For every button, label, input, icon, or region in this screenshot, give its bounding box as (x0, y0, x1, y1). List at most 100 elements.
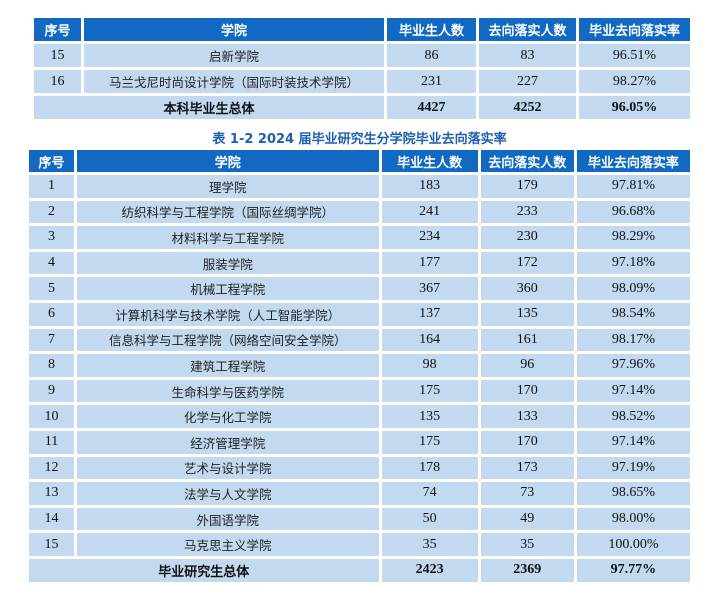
row-graduates: 50 (381, 507, 478, 531)
row-rate: 98.09% (576, 277, 690, 300)
row-graduates: 135 (381, 405, 478, 428)
row-rate: 96.51% (579, 44, 690, 67)
row-college: 马兰戈尼时尚设计学院（国际时装技术学院） (84, 70, 384, 93)
row-placed: 233 (480, 200, 574, 224)
row-college: 法学与人文学院 (77, 482, 379, 505)
table-row: 13 法学与人文学院 74 73 98.65% (29, 482, 690, 505)
table-header-row: 序号 学院 毕业生人数 去向落实人数 毕业去向落实率 (29, 150, 690, 172)
table-row: 16 马兰戈尼时尚设计学院（国际时装技术学院） 231 227 98.27% (34, 70, 690, 93)
total-row: 毕业研究生总体 2423 2369 97.77% (29, 558, 690, 582)
row-rate: 97.14% (576, 430, 690, 454)
row-rate: 98.52% (576, 405, 690, 428)
table-row: 9 生命科学与医药学院 175 170 97.14% (29, 379, 690, 403)
row-placed: 135 (480, 302, 574, 326)
row-placed: 83 (479, 44, 576, 67)
row-no: 15 (29, 533, 75, 556)
col-header-placed: 去向落实人数 (480, 150, 574, 172)
row-rate: 98.17% (576, 328, 690, 352)
row-graduates: 74 (381, 482, 478, 505)
row-college: 艺术与设计学院 (77, 456, 379, 480)
row-graduates: 175 (381, 379, 478, 403)
row-placed: 73 (480, 482, 574, 505)
row-rate: 100.00% (576, 533, 690, 556)
table-row: 15 启新学院 86 83 96.51% (34, 44, 690, 67)
row-rate: 96.68% (576, 200, 690, 224)
row-placed: 133 (480, 405, 574, 428)
row-graduates: 175 (381, 430, 478, 454)
total-placed: 4252 (479, 96, 576, 119)
row-graduates: 234 (381, 226, 478, 249)
col-header-no: 序号 (29, 150, 75, 172)
total-rate: 97.77% (576, 558, 690, 582)
row-graduates: 183 (381, 175, 478, 198)
row-college: 计算机科学与技术学院（人工智能学院） (77, 302, 379, 326)
table-row: 11 经济管理学院 175 170 97.14% (29, 430, 690, 454)
row-rate: 98.00% (576, 507, 690, 531)
row-no: 13 (29, 482, 75, 505)
col-header-no: 序号 (34, 18, 81, 41)
row-graduates: 241 (381, 200, 478, 224)
row-graduates: 137 (381, 302, 478, 326)
row-no: 3 (29, 226, 75, 249)
undergraduate-placement-table: 序号 学院 毕业生人数 去向落实人数 毕业去向落实率 15 启新学院 86 83… (31, 15, 693, 122)
row-college: 马克思主义学院 (77, 533, 379, 556)
row-college: 经济管理学院 (77, 430, 379, 454)
row-rate: 98.54% (576, 302, 690, 326)
row-college: 服装学院 (77, 251, 379, 275)
row-no: 9 (29, 379, 75, 403)
total-graduates: 4427 (387, 96, 476, 119)
row-rate: 97.96% (576, 354, 690, 377)
row-college: 理学院 (77, 175, 379, 198)
table-row: 14 外国语学院 50 49 98.00% (29, 507, 690, 531)
col-header-rate: 毕业去向落实率 (576, 150, 690, 172)
table-row: 15 马克思主义学院 35 35 100.00% (29, 533, 690, 556)
row-no: 11 (29, 430, 75, 454)
row-college: 材料科学与工程学院 (77, 226, 379, 249)
row-rate: 97.14% (576, 379, 690, 403)
row-no: 5 (29, 277, 75, 300)
row-placed: 170 (480, 430, 574, 454)
row-no: 10 (29, 405, 75, 428)
row-placed: 173 (480, 456, 574, 480)
col-header-placed: 去向落实人数 (479, 18, 576, 41)
total-rate: 96.05% (579, 96, 690, 119)
col-header-rate: 毕业去向落实率 (579, 18, 690, 41)
table-row: 7 信息科学与工程学院（网络空间安全学院） 164 161 98.17% (29, 328, 690, 352)
row-college: 建筑工程学院 (77, 354, 379, 377)
row-college: 启新学院 (84, 44, 384, 67)
row-no: 8 (29, 354, 75, 377)
row-placed: 170 (480, 379, 574, 403)
table-row: 6 计算机科学与技术学院（人工智能学院） 137 135 98.54% (29, 302, 690, 326)
table-row: 10 化学与化工学院 135 133 98.52% (29, 405, 690, 428)
table-row: 2 纺织科学与工程学院（国际丝绸学院） 241 233 96.68% (29, 200, 690, 224)
row-graduates: 178 (381, 456, 478, 480)
row-college: 化学与化工学院 (77, 405, 379, 428)
row-rate: 98.29% (576, 226, 690, 249)
table-header-row: 序号 学院 毕业生人数 去向落实人数 毕业去向落实率 (34, 18, 690, 41)
row-graduates: 98 (381, 354, 478, 377)
row-placed: 360 (480, 277, 574, 300)
table-row: 8 建筑工程学院 98 96 97.96% (29, 354, 690, 377)
row-no: 12 (29, 456, 75, 480)
table-caption: 表 1-2 2024 届毕业研究生分学院毕业去向落实率 (212, 132, 507, 147)
total-row: 本科毕业生总体 4427 4252 96.05% (34, 96, 690, 119)
col-header-graduates: 毕业生人数 (387, 18, 476, 41)
total-graduates: 2423 (381, 558, 478, 582)
row-graduates: 367 (381, 277, 478, 300)
row-no: 4 (29, 251, 75, 275)
row-graduates: 164 (381, 328, 478, 352)
table-row: 1 理学院 183 179 97.81% (29, 175, 690, 198)
col-header-college: 学院 (77, 150, 379, 172)
row-placed: 161 (480, 328, 574, 352)
table-row: 5 机械工程学院 367 360 98.09% (29, 277, 690, 300)
row-rate: 97.19% (576, 456, 690, 480)
row-graduates: 177 (381, 251, 478, 275)
row-no: 15 (34, 44, 81, 67)
col-header-college: 学院 (84, 18, 384, 41)
row-rate: 98.65% (576, 482, 690, 505)
row-placed: 172 (480, 251, 574, 275)
row-placed: 227 (479, 70, 576, 93)
row-graduates: 86 (387, 44, 476, 67)
total-placed: 2369 (480, 558, 574, 582)
row-graduates: 231 (387, 70, 476, 93)
